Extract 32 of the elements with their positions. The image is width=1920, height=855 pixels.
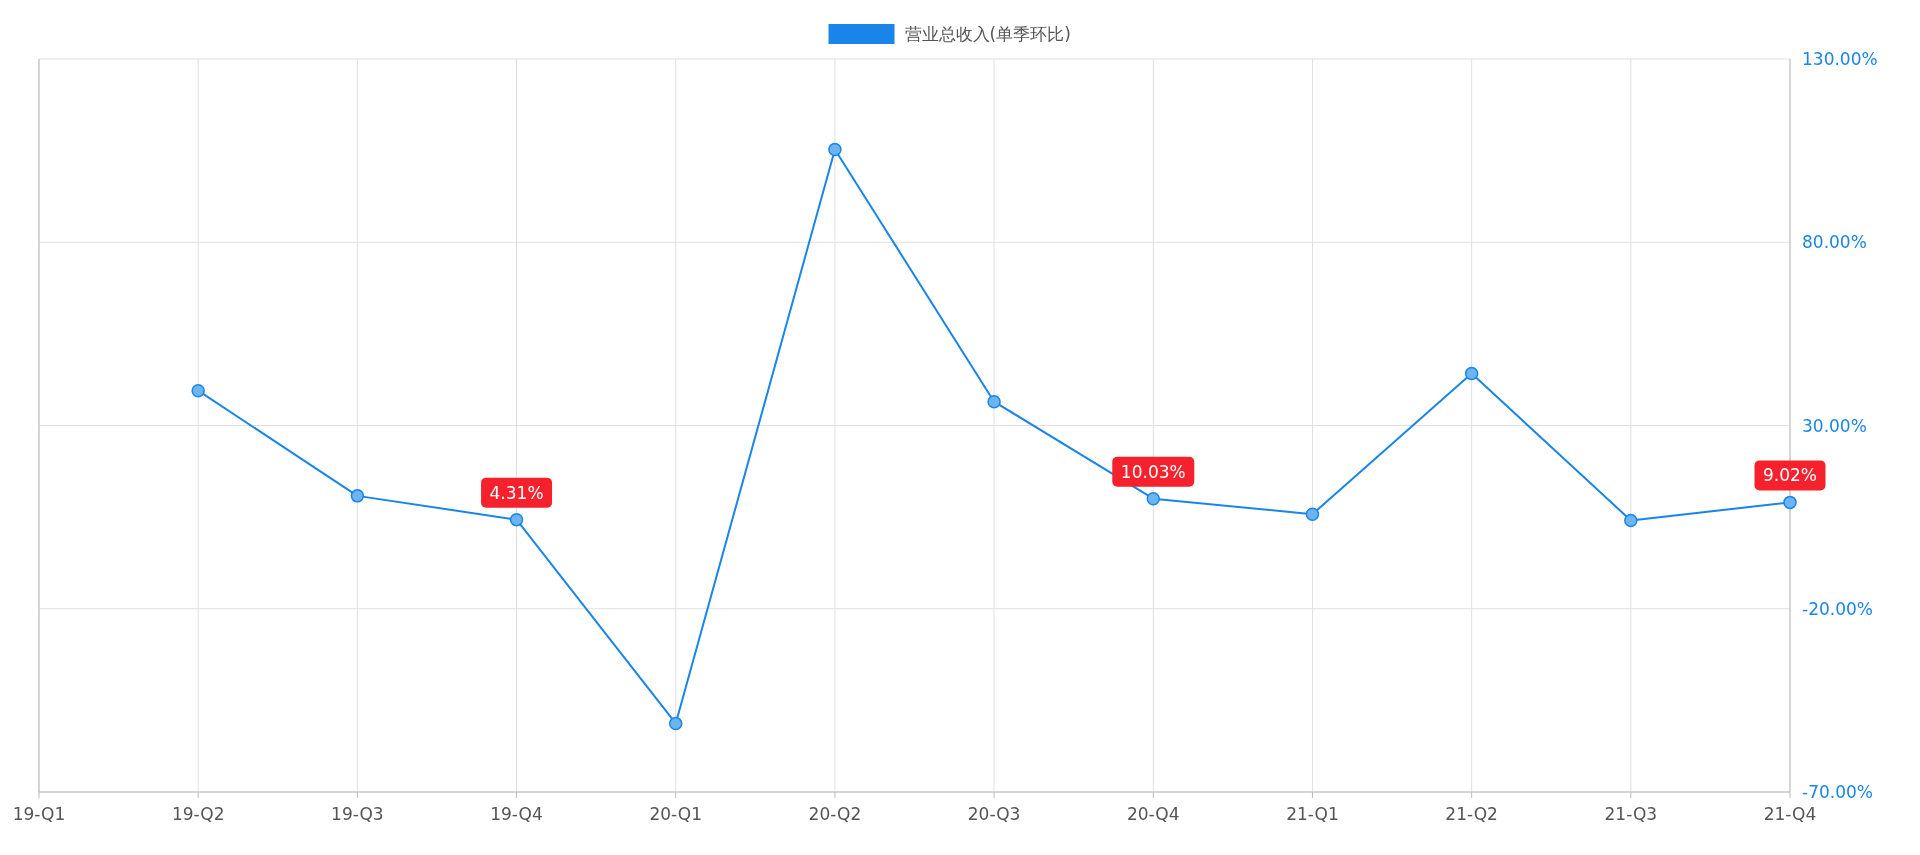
x-tick-label: 20-Q1	[649, 804, 703, 824]
data-label: 10.03%	[1120, 461, 1186, 482]
point	[350, 489, 365, 503]
x-tick-label: 19-Q3	[331, 804, 384, 824]
y-tick-label: 30.00%	[1802, 415, 1867, 436]
y-tick-label: -20.00%	[1802, 598, 1873, 619]
point	[828, 142, 842, 157]
x-tick-label: 21-Q3	[1604, 804, 1658, 824]
point	[668, 716, 683, 731]
point	[987, 394, 1001, 409]
data-label: 9.02%	[1762, 465, 1818, 486]
x-tick-label: 20-Q2	[808, 804, 862, 824]
point	[1146, 491, 1161, 506]
x-tick-label: 19-Q4	[490, 804, 543, 824]
x-tick-label: 20-Q4	[1126, 804, 1180, 824]
x-tick-label: 19-Q1	[12, 804, 66, 824]
point	[191, 383, 205, 398]
x-tick-label: 21-Q1	[1286, 804, 1339, 824]
point	[509, 512, 524, 527]
point	[1624, 513, 1638, 528]
x-tick-label: 19-Q2	[171, 804, 225, 824]
point	[1783, 495, 1797, 510]
point	[1464, 366, 1479, 381]
y-tick-label: 80.00%	[1802, 232, 1867, 253]
x-tick-label: 20-Q3	[967, 804, 1021, 824]
point	[1305, 507, 1320, 521]
x-tick-label: 21-Q2	[1445, 804, 1498, 824]
data-label: 4.31%	[489, 482, 544, 503]
y-tick-label: 130.00%	[1802, 49, 1878, 69]
legend-label: 营业总收入(单季环比)	[904, 24, 1071, 44]
x-tick-label: 21-Q4	[1763, 804, 1817, 824]
y-tick-label: -70.00%	[1802, 782, 1873, 802]
